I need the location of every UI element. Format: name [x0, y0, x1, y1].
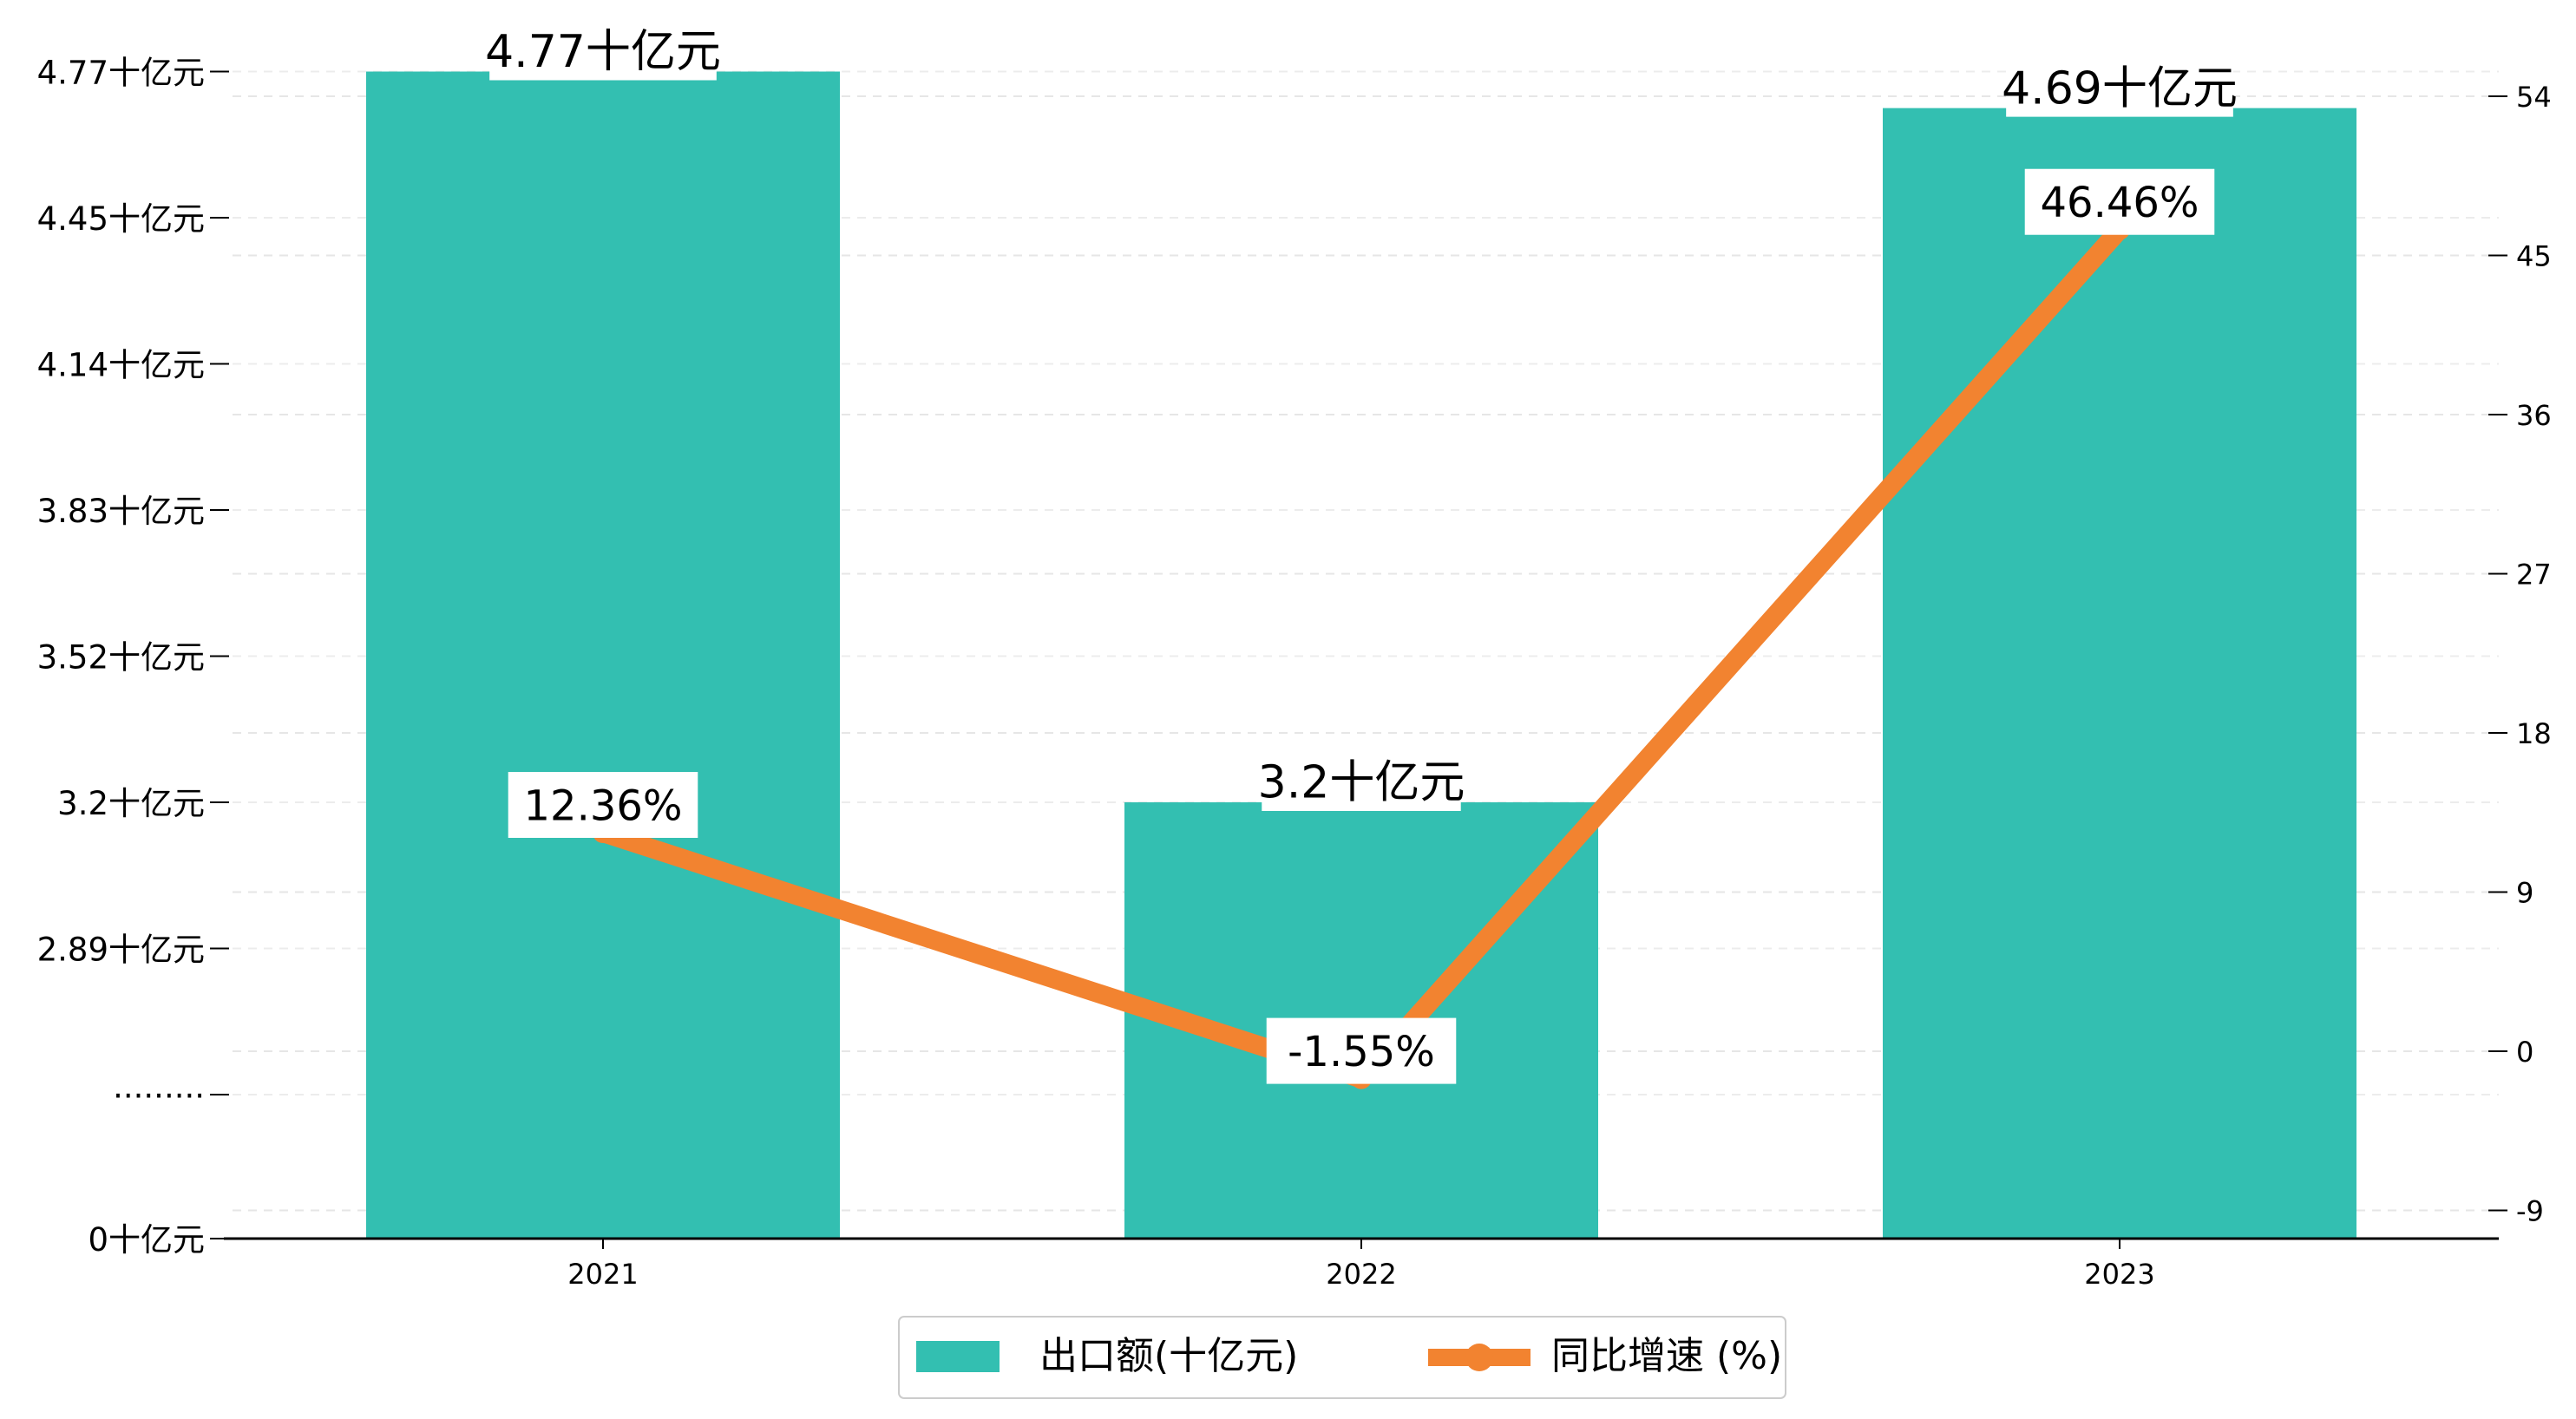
right-tick-label: 9 [2516, 877, 2533, 910]
bar-value-label-bg [2006, 57, 2233, 117]
right-tick-label: 36 [2516, 399, 2552, 432]
x-tick-label: 2023 [2084, 1258, 2154, 1291]
right-tick-label: 54 [2516, 81, 2552, 114]
right-tick-label: 27 [2516, 559, 2552, 592]
x-tick-label: 2022 [1326, 1258, 1396, 1291]
legend-swatch-bar [916, 1341, 1000, 1372]
bar-value-label: 4.69十亿元 [2002, 62, 2238, 114]
left-tick-label: 3.52十亿元 [37, 639, 205, 677]
left-tick-label: 3.2十亿元 [57, 785, 205, 822]
legend-box [898, 1316, 1786, 1399]
bar-2023 [1883, 108, 2356, 1239]
axes: 2021 2022 2023 0十亿元 ········· 2.89十亿元 3.2十亿元 3.… [37, 55, 2552, 1291]
growth-value-label: 46.46% [2040, 179, 2199, 227]
data-labels: 4.77十亿元 3.2十亿元 4.69十亿元 12.36% -1.55% 46.46% [485, 21, 2238, 1084]
bar-value-label: 4.77十亿元 [485, 26, 721, 78]
bar-value-label-bg [1262, 752, 1461, 811]
bar-value-label-bg [489, 21, 717, 81]
right-tick-label: 18 [2516, 717, 2552, 750]
growth-value-label: 12.36% [523, 781, 682, 830]
growth-value-label-bg [508, 771, 698, 838]
right-tick-label: 45 [2516, 240, 2552, 273]
bar-series [366, 71, 2356, 1239]
left-tick-label: ········· [113, 1077, 205, 1115]
growth-value-label-bg [2024, 168, 2215, 235]
legend: 出口额(十亿元) 同比增速 (%) [898, 1316, 1786, 1399]
bar-value-label: 3.2十亿元 [1258, 757, 1465, 809]
left-tick-label: 3.83十亿元 [37, 493, 205, 530]
left-tick-label: 0十亿元 [88, 1221, 205, 1259]
legend-label-line: 同比增速 (%) [1551, 1334, 1782, 1378]
x-tick-label: 2021 [567, 1258, 638, 1291]
growth-value-label-bg [1266, 1017, 1457, 1084]
left-tick-label: 4.45十亿元 [37, 200, 205, 238]
bar-2021 [366, 71, 840, 1239]
left-tick-label: 4.77十亿元 [37, 55, 205, 92]
legend-marker-line [1465, 1344, 1493, 1371]
right-tick-label: 0 [2516, 1036, 2533, 1069]
growth-value-label: -1.55% [1288, 1028, 1435, 1076]
right-tick-label: -9 [2516, 1195, 2544, 1228]
left-tick-label: 2.89十亿元 [37, 932, 205, 969]
legend-label-bar: 出口额(十亿元) [1039, 1334, 1298, 1378]
left-tick-label: 4.14十亿元 [37, 347, 205, 384]
